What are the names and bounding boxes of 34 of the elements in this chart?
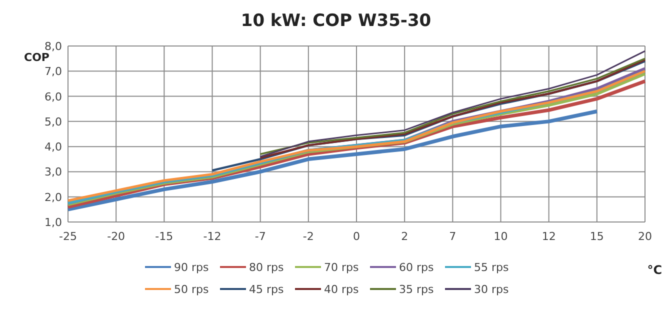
- legend-label: 70 rps: [324, 261, 359, 274]
- y-axis-title: COP: [24, 51, 50, 64]
- x-tick-label: 12: [542, 230, 556, 243]
- x-tick-label: 0: [353, 230, 360, 243]
- x-tick-label: -20: [107, 230, 126, 243]
- y-tick-label: 2,0: [44, 190, 62, 204]
- x-tick-label: 2: [401, 230, 408, 243]
- x-tick-label: -2: [302, 230, 314, 243]
- y-tick-label: 6,0: [44, 90, 62, 104]
- legend-label: 40 rps: [324, 283, 359, 296]
- y-tick-label: 5,0: [44, 115, 62, 128]
- x-tick-label: 20: [638, 230, 652, 243]
- legend-label: 90 rps: [174, 261, 209, 274]
- legend-label: 45 rps: [249, 283, 284, 296]
- chart-title: 10 kW: COP W35-30: [240, 11, 432, 31]
- x-tick-label: 15: [590, 230, 604, 243]
- y-tick-label: 7,0: [44, 65, 62, 78]
- legend-label: 30 rps: [474, 283, 509, 296]
- x-tick-label: -12: [203, 230, 222, 243]
- x-tick-label: -15: [155, 230, 174, 243]
- y-tick-label: 8,0: [44, 40, 62, 53]
- x-tick-label: -25: [59, 230, 77, 243]
- x-tick-label: 10: [494, 230, 508, 243]
- legend-label: 60 rps: [399, 261, 434, 274]
- y-tick-label: 1,0: [44, 216, 62, 229]
- legend-label: 35 rps: [399, 283, 434, 296]
- x-tick-label: -7: [254, 230, 266, 243]
- x-tick-label: 7: [449, 230, 456, 243]
- y-tick-label: 4,0: [44, 140, 62, 154]
- x-axis-title: °C: [647, 263, 662, 277]
- legend-label: 80 rps: [249, 261, 284, 274]
- y-tick-label: 3,0: [44, 166, 62, 179]
- legend-label: 55 rps: [474, 261, 509, 274]
- legend-label: 50 rps: [174, 283, 209, 296]
